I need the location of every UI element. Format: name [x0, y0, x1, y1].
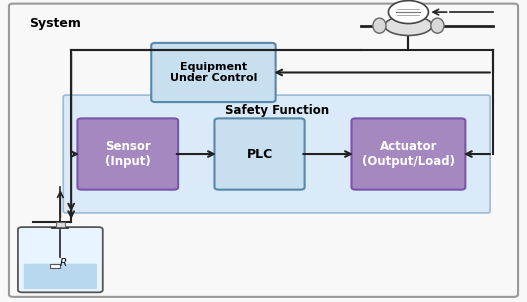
FancyBboxPatch shape	[214, 118, 305, 190]
Ellipse shape	[385, 16, 432, 36]
Circle shape	[388, 1, 428, 24]
FancyBboxPatch shape	[18, 227, 103, 292]
Text: System: System	[29, 17, 81, 30]
FancyBboxPatch shape	[24, 264, 97, 289]
Ellipse shape	[431, 18, 444, 33]
FancyBboxPatch shape	[151, 43, 276, 102]
FancyBboxPatch shape	[352, 118, 465, 190]
Text: Safety Function: Safety Function	[225, 104, 329, 117]
FancyBboxPatch shape	[9, 4, 518, 297]
Text: R: R	[60, 258, 66, 268]
FancyBboxPatch shape	[77, 118, 178, 190]
FancyBboxPatch shape	[63, 95, 490, 213]
Text: Sensor
(Input): Sensor (Input)	[105, 140, 151, 168]
Text: PLC: PLC	[247, 147, 272, 161]
Ellipse shape	[373, 18, 386, 33]
Bar	[50, 264, 60, 268]
Text: Equipment
Under Control: Equipment Under Control	[170, 62, 257, 83]
Text: Actuator
(Output/Load): Actuator (Output/Load)	[362, 140, 455, 168]
Bar	[56, 222, 64, 227]
